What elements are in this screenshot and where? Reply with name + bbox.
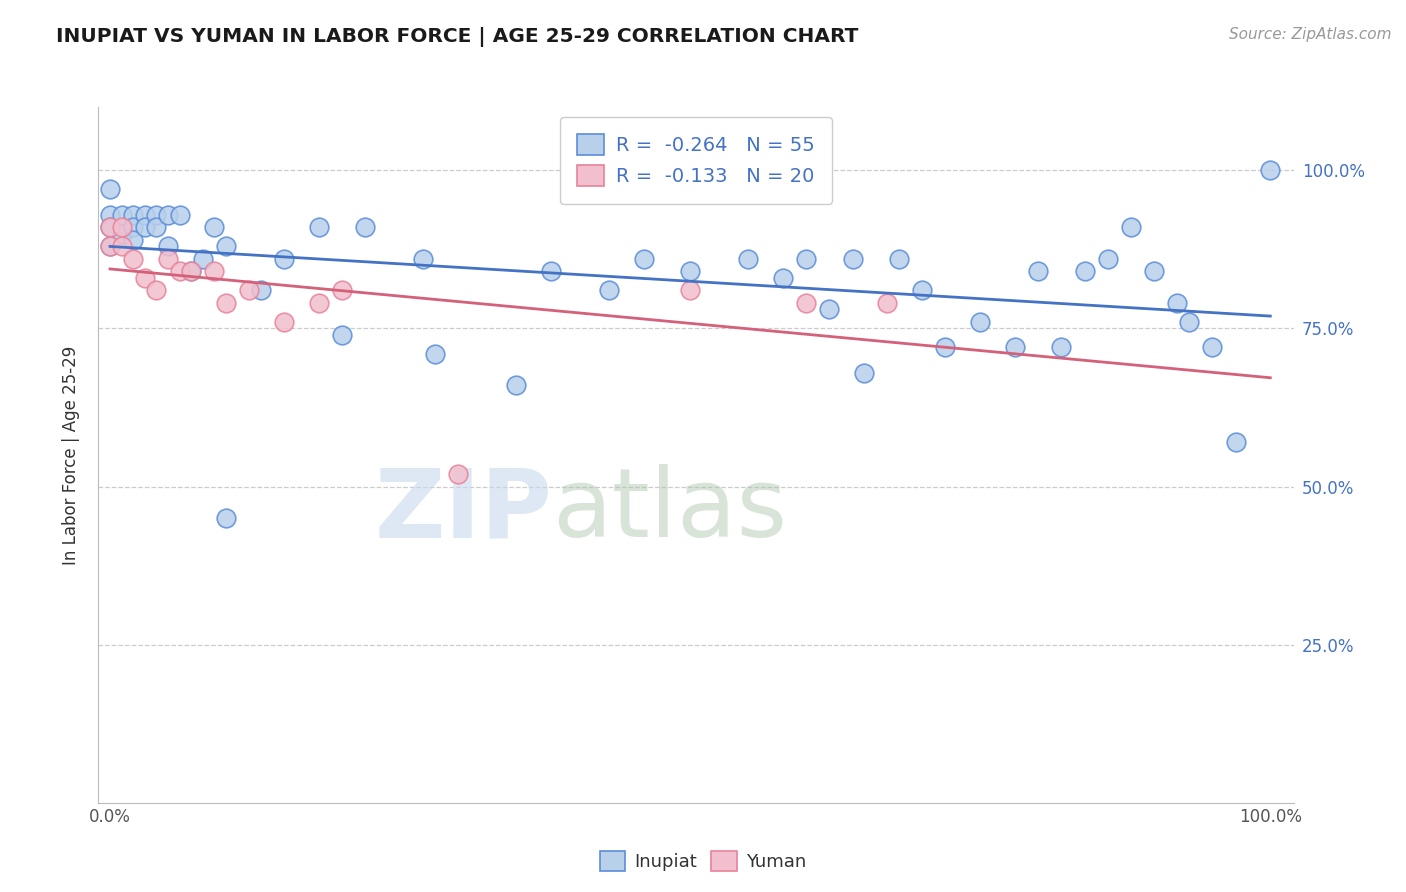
- Point: [1166, 296, 1188, 310]
- Point: [1097, 252, 1119, 266]
- Point: [204, 264, 226, 278]
- Point: [308, 220, 330, 235]
- Point: [215, 296, 238, 310]
- Point: [98, 239, 121, 253]
- Point: [157, 239, 180, 253]
- Point: [134, 220, 156, 235]
- Point: [98, 220, 121, 235]
- Point: [794, 296, 817, 310]
- Point: [633, 252, 655, 266]
- Point: [111, 239, 134, 253]
- Point: [145, 208, 167, 222]
- Point: [134, 270, 156, 285]
- Point: [308, 296, 330, 310]
- Point: [412, 252, 434, 266]
- Point: [1119, 220, 1142, 235]
- Point: [540, 264, 562, 278]
- Point: [1073, 264, 1095, 278]
- Point: [423, 347, 446, 361]
- Text: Source: ZipAtlas.com: Source: ZipAtlas.com: [1229, 27, 1392, 42]
- Point: [238, 284, 260, 298]
- Point: [679, 284, 702, 298]
- Point: [98, 208, 121, 222]
- Legend: Inupiat, Yuman: Inupiat, Yuman: [593, 844, 813, 879]
- Point: [111, 220, 134, 235]
- Point: [505, 378, 527, 392]
- Point: [1004, 340, 1026, 354]
- Point: [169, 208, 191, 222]
- Point: [876, 296, 898, 310]
- Point: [122, 208, 145, 222]
- Point: [969, 315, 991, 329]
- Point: [122, 233, 145, 247]
- Text: atlas: atlas: [553, 464, 787, 558]
- Point: [1225, 435, 1247, 450]
- Point: [145, 284, 167, 298]
- Point: [1026, 264, 1049, 278]
- Point: [273, 252, 295, 266]
- Point: [98, 220, 121, 235]
- Point: [180, 264, 202, 278]
- Point: [330, 284, 353, 298]
- Point: [934, 340, 956, 354]
- Point: [330, 327, 353, 342]
- Text: INUPIAT VS YUMAN IN LABOR FORCE | AGE 25-29 CORRELATION CHART: INUPIAT VS YUMAN IN LABOR FORCE | AGE 25…: [56, 27, 859, 46]
- Point: [98, 239, 121, 253]
- Point: [169, 264, 191, 278]
- Point: [1178, 315, 1201, 329]
- Point: [134, 208, 156, 222]
- Point: [1258, 163, 1281, 178]
- Point: [98, 182, 121, 196]
- Point: [215, 239, 238, 253]
- Point: [911, 284, 934, 298]
- Point: [145, 220, 167, 235]
- Point: [598, 284, 620, 298]
- Point: [853, 366, 876, 380]
- Point: [273, 315, 295, 329]
- Legend: R =  -0.264   N = 55, R =  -0.133   N = 20: R = -0.264 N = 55, R = -0.133 N = 20: [560, 117, 832, 204]
- Point: [794, 252, 817, 266]
- Text: ZIP: ZIP: [374, 464, 553, 558]
- Point: [122, 252, 145, 266]
- Y-axis label: In Labor Force | Age 25-29: In Labor Force | Age 25-29: [62, 345, 80, 565]
- Point: [111, 227, 134, 241]
- Point: [191, 252, 214, 266]
- Point: [887, 252, 910, 266]
- Point: [772, 270, 794, 285]
- Point: [1201, 340, 1223, 354]
- Point: [204, 220, 226, 235]
- Point: [447, 467, 470, 481]
- Point: [215, 511, 238, 525]
- Point: [111, 208, 134, 222]
- Point: [1050, 340, 1073, 354]
- Point: [122, 220, 145, 235]
- Point: [250, 284, 273, 298]
- Point: [841, 252, 863, 266]
- Point: [157, 252, 180, 266]
- Point: [180, 264, 202, 278]
- Point: [679, 264, 702, 278]
- Point: [157, 208, 180, 222]
- Point: [1143, 264, 1166, 278]
- Point: [354, 220, 377, 235]
- Point: [818, 302, 841, 317]
- Point: [737, 252, 759, 266]
